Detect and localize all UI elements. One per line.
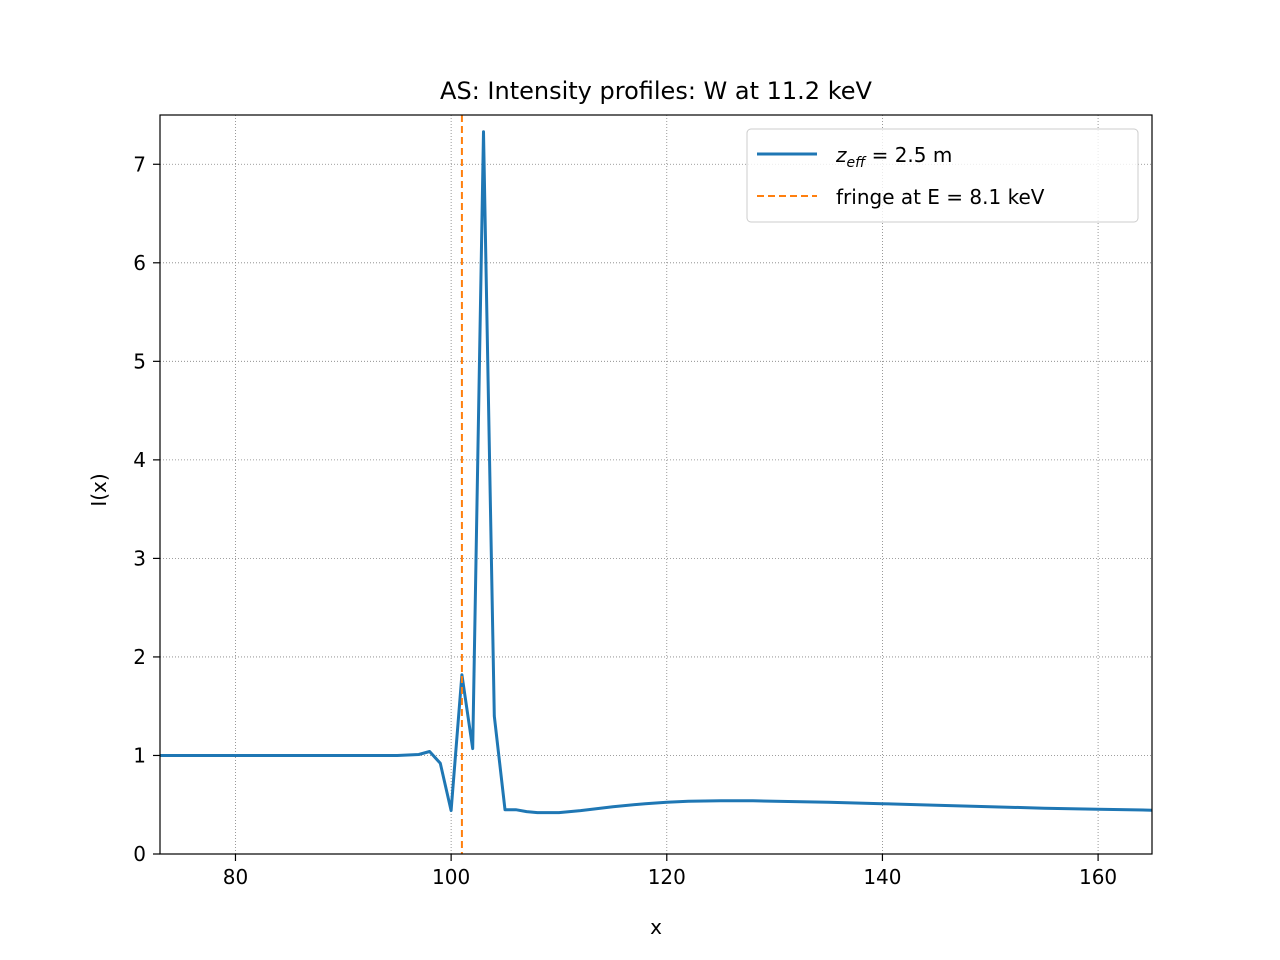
y-tick-label: 6 [133, 251, 146, 275]
y-tick-label: 0 [133, 842, 146, 866]
ticks: 80 100 120 140 160 0 1 2 3 4 5 6 7 [133, 152, 1117, 889]
x-tick-label: 100 [432, 865, 470, 889]
y-tick-label: 5 [133, 349, 146, 373]
y-tick-label: 2 [133, 645, 146, 669]
chart-title: AS: Intensity profiles: W at 11.2 keV [440, 77, 872, 105]
legend-label-series-2: fringe at E = 8.1 keV [836, 185, 1045, 209]
y-tick-label: 3 [133, 546, 146, 570]
y-tick-label: 1 [133, 743, 146, 767]
x-tick-label: 80 [223, 865, 248, 889]
x-tick-label: 160 [1079, 865, 1117, 889]
legend-box [746, 128, 1139, 223]
x-tick-label: 140 [863, 865, 901, 889]
x-tick-label: 120 [648, 865, 686, 889]
x-axis-label: x [650, 915, 662, 939]
legend-label-series-1-subscript: eff [847, 155, 868, 171]
legend-label-series-1-main: z [835, 143, 847, 167]
plot-area [160, 115, 1152, 854]
legend-label-series-1-rest: = 2.5 m [865, 143, 952, 167]
legend: zeff = 2.5 m fringe at E = 8.1 keV [746, 128, 1139, 223]
legend-label-series-1: zeff = 2.5 m [835, 143, 952, 171]
y-axis-label: I(x) [87, 473, 111, 506]
y-tick-label: 4 [133, 448, 146, 472]
y-tick-label: 7 [133, 152, 146, 176]
series-line-intensity [160, 130, 1152, 815]
axes-frame [159, 114, 1153, 855]
